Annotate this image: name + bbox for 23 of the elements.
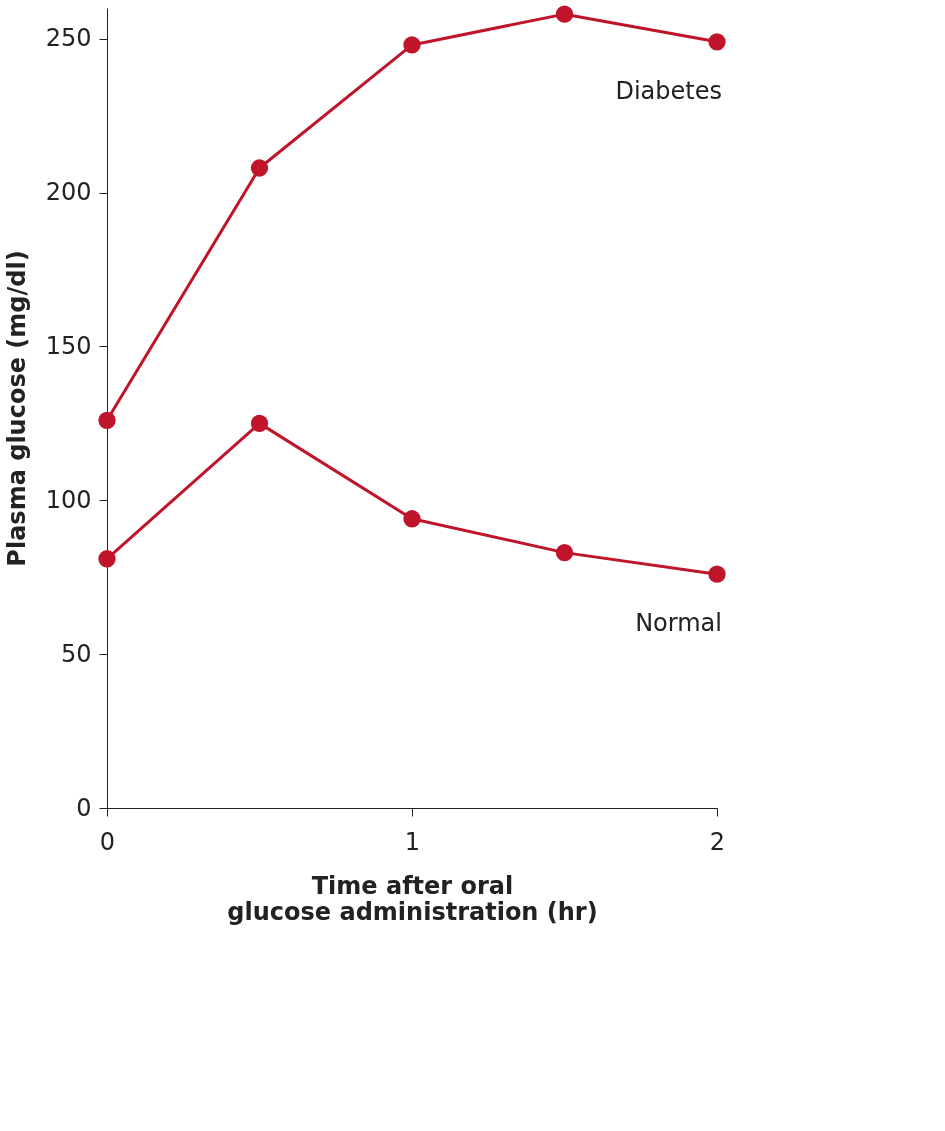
point [555,543,574,562]
point [708,33,726,51]
y-tick-label: 50 [60,639,92,668]
point [98,411,116,429]
x-tick-label: 0 [99,827,116,856]
y-tick-label: 200 [45,178,92,207]
y-tick-label: 100 [45,485,92,514]
series-label: Normal [635,609,722,638]
y-tick-label: 250 [45,24,92,53]
x-axis-title: Time after oral glucose administration (hr) [227,871,598,926]
x-tick-label: 2 [709,827,726,856]
y-tick-label: 0 [76,793,92,822]
point [708,565,726,583]
x-tick-label: 1 [404,827,421,856]
y-axis-title: Plasma glucose (mg/dl) [2,250,31,567]
point [250,414,269,433]
point [403,36,421,54]
point [250,159,269,177]
point [403,510,421,528]
series-label: Diabetes [615,76,722,105]
point [98,550,116,568]
y-tick-label: 150 [45,331,92,360]
point [555,5,574,23]
